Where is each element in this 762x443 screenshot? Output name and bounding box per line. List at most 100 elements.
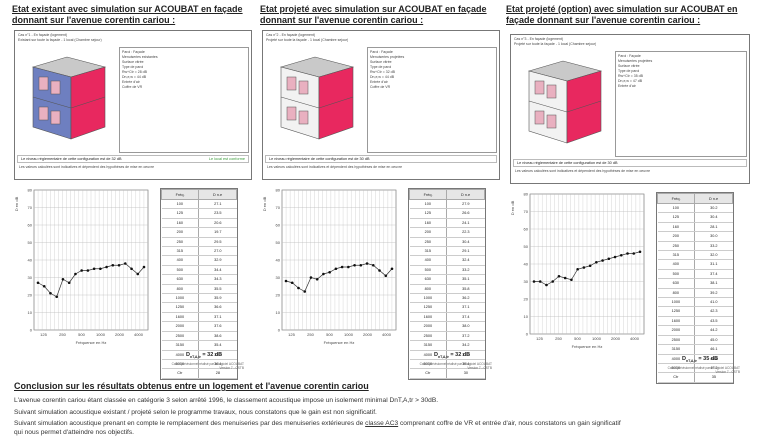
status-text: Le niveau réglementaire de cette configu… [517,161,618,165]
parameter-line: Rw+Ctr = 28 dB [122,70,147,74]
data-point [570,278,573,282]
data-point [74,272,77,276]
table-cell: 39.2 [694,288,733,299]
table-cell: 35.4 [198,340,237,351]
table-row: 100 27.9 [409,199,485,210]
data-point [315,277,319,281]
parameter-line: Type de paroi [618,69,640,73]
table-cell: 32.0 [694,250,733,261]
table-row: 160 28.1 [657,222,733,233]
table-cell: 30.0 [694,231,733,242]
table-cell: 500 [161,265,200,276]
table-cell: 100 [657,203,696,214]
data-point [557,274,561,278]
result-subscript: nT,A,tr [437,355,449,360]
table-cell: 27.9 [446,199,485,210]
table-row: 125 26.6 [409,208,485,219]
table-header: D n.e [198,189,237,200]
data-point [290,281,294,285]
table-row: 800 35.5 [161,284,237,295]
table-cell: 800 [657,288,696,299]
x-tick-label: 500 [326,332,333,337]
footer-line: Calcul prévisionnel réalisé par le logic… [419,362,492,366]
table-cell: 42.3 [694,306,733,317]
data-point [538,280,542,283]
parameters-box: Paroi : Façade Menuiseries projetées Surfa… [367,47,497,153]
table-cell: 44.2 [694,325,733,336]
parameter-line: Dn,e,w = 44 dB [370,75,395,79]
data-point [638,250,642,254]
parameter-line: Rw+Ctr = 32 dB [370,70,395,74]
table-row: 315 27.0 [161,246,237,257]
table-cell: 400 [657,259,696,270]
table-cell: 37.1 [198,312,237,323]
result-label: D [434,352,438,358]
table-cell: 46.4 [694,354,733,364]
y-tick-label: 30 [276,275,281,280]
table-cell: 34.2 [446,340,485,351]
table-cell: Ctr [161,368,200,379]
y-tick-label: 70 [524,209,529,214]
y-tick-label: 10 [28,310,33,315]
table-row: 100 27.1 [161,199,237,210]
parameter-line: Entrée d'air [370,80,388,84]
x-tick-label: 1000 [96,332,106,337]
table-row: 630 34.3 [161,274,237,285]
table-row: 1000 41.0 [657,297,733,308]
y-tick-label: 0 [526,332,529,337]
conclusion-paragraph: L'avenue corentin cariou étant classée e… [14,397,439,404]
table-cell: 5000 [657,363,696,374]
table-row: 2500 38.6 [161,331,237,342]
parameter-line: Dn,e,w = 47 dB [618,79,643,83]
data-point [328,270,331,274]
table-cell: 160 [161,218,200,229]
data-point [632,252,636,255]
table-cell: 32.9 [198,255,237,266]
table-row: 315 32.0 [657,250,733,261]
table-row: 1250 36.6 [161,302,237,313]
table-cell: 160 [657,222,696,233]
parameter-line: Rw+Ctr = 35 dB [618,74,643,78]
status-detail: Les valeurs calculées sont indicatives e… [19,165,155,169]
data-point [532,280,536,283]
parameter-line: Coffre de VR [370,85,391,89]
table-row: 1600 43.5 [657,316,733,327]
parameter-line: Menuiseries projetées [370,55,405,59]
table-row: 315 29.1 [409,246,485,257]
data-point [92,267,96,271]
result-number: = 32 dB [202,352,223,358]
status-text: Le niveau réglementaire de cette configu… [21,157,122,161]
simulation-panel: Cas n°3 - En façade (logement) Projeté su… [510,34,750,184]
y-tick-label: 20 [276,293,281,298]
table-cell: 2000 [409,321,448,332]
table-cell: 5000 [161,359,200,370]
data-point [49,291,52,295]
x-tick-label: 4000 [630,336,640,341]
parameter-line: Type de paroi [370,65,392,69]
panel-footer: Calcul prévisionnel réalisé par le logic… [104,362,244,370]
table-row: 630 38.1 [657,278,733,289]
table-cell: 4000 [657,354,696,364]
data-point [303,290,307,293]
y-tick-label: 20 [524,297,529,302]
data-point [80,269,83,272]
table-cell: 19.7 [198,227,237,238]
table-cell: 29.5 [198,237,237,248]
table-cell: 20.6 [198,218,237,229]
data-point [365,262,369,265]
table-row: 3150 34.2 [409,340,485,351]
data-point [42,284,46,288]
table-cell: 32.5 [198,350,237,360]
status-detail: Les valeurs calculées sont indicatives e… [267,165,403,169]
table-row: 500 33.2 [409,265,485,276]
x-tick-label: 4000 [134,332,144,337]
table-cell: 250 [657,241,696,252]
table-cell: 250 [161,237,200,248]
parameter-line: Type de paroi [122,65,144,69]
data-point [613,255,617,259]
table-cell: 3150 [657,344,696,355]
table-cell: 37.1 [446,302,485,313]
table-cell: 47.2 [694,363,733,374]
data-point [61,277,65,281]
result-subscript: nT,A,tr [189,355,201,360]
